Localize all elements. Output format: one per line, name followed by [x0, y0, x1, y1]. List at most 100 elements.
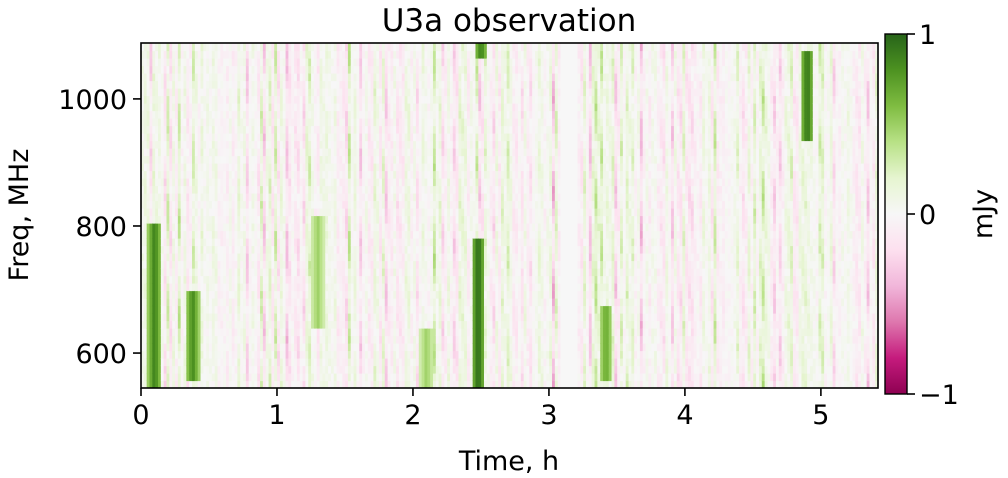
heatmap-cell	[376, 328, 380, 337]
heatmap-cell	[192, 65, 196, 74]
heatmap-cell	[220, 95, 224, 104]
heatmap-cell	[197, 140, 202, 149]
heatmap-cell	[245, 103, 250, 112]
heatmap-cell	[220, 275, 224, 284]
heatmap-cell	[189, 253, 193, 262]
heatmap-cell	[367, 343, 372, 352]
heatmap-cell	[279, 50, 284, 59]
heatmap-cell	[203, 260, 207, 269]
heatmap-cell	[265, 185, 270, 194]
heatmap-cell	[359, 73, 363, 82]
heatmap-cell	[282, 343, 287, 352]
heatmap-cell	[228, 343, 233, 352]
heatmap-cell	[325, 223, 329, 232]
heatmap-cell	[279, 365, 284, 374]
heatmap-cell	[379, 335, 383, 344]
heatmap-cell	[257, 373, 261, 382]
heatmap-cell	[353, 260, 358, 269]
heatmap-cell	[305, 365, 309, 374]
heatmap-cell	[379, 260, 383, 269]
heatmap-cell	[180, 298, 185, 307]
heatmap-cell	[322, 88, 326, 97]
heatmap-cell	[296, 358, 301, 367]
heatmap-cell	[305, 50, 309, 59]
heatmap-cell	[177, 328, 182, 337]
heatmap-cell	[330, 140, 335, 149]
heatmap-cell	[163, 110, 168, 119]
heatmap-cell	[288, 260, 292, 269]
heatmap-cell	[333, 238, 338, 247]
heatmap-cell	[339, 275, 343, 284]
heatmap-cell	[302, 253, 306, 262]
heatmap-cell	[257, 185, 261, 194]
heatmap-cell	[282, 80, 287, 89]
heatmap-cell	[226, 298, 230, 307]
heatmap-cell	[223, 103, 227, 112]
heatmap-cell	[362, 88, 366, 97]
heatmap-cell	[393, 133, 397, 142]
heatmap-cell	[248, 200, 253, 209]
heatmap-cell	[379, 373, 383, 382]
heatmap-cell	[146, 373, 151, 382]
heatmap-cell	[328, 335, 332, 344]
heatmap-cell	[296, 230, 301, 239]
heatmap-cell	[160, 298, 165, 307]
heatmap-cell	[214, 298, 219, 307]
heatmap-cell	[345, 268, 349, 277]
heatmap-cell	[277, 118, 281, 127]
heatmap-cell	[325, 95, 329, 104]
heatmap-cell	[367, 313, 372, 322]
heatmap-cell	[353, 73, 358, 82]
heatmap-cell	[209, 155, 213, 164]
heatmap-cell	[387, 65, 392, 74]
heatmap-cell	[209, 118, 213, 127]
heatmap-cell	[342, 275, 346, 284]
heatmap-cell	[339, 155, 343, 164]
heatmap-cell	[220, 260, 224, 269]
heatmap-cell	[347, 343, 352, 352]
heatmap-cell	[285, 335, 289, 344]
heatmap-cell	[316, 50, 321, 59]
heatmap-cell	[143, 140, 148, 149]
heatmap-cell	[330, 200, 335, 209]
heatmap-cell	[166, 50, 170, 59]
heatmap-cell	[262, 148, 267, 157]
heatmap-cell	[367, 320, 372, 329]
heatmap-cell	[274, 275, 278, 284]
heatmap-cell	[274, 320, 278, 329]
heatmap-cell	[396, 358, 400, 367]
heatmap-cell	[384, 335, 389, 344]
heatmap-cell	[396, 103, 400, 112]
heatmap-cell	[282, 208, 287, 217]
heatmap-cell	[359, 238, 363, 247]
heatmap-cell	[359, 358, 363, 367]
heatmap-cell	[141, 185, 145, 194]
heatmap-cell	[163, 215, 168, 224]
heatmap-cell	[155, 320, 159, 329]
heatmap-cell	[160, 58, 165, 67]
heatmap-cell	[257, 170, 261, 179]
heatmap-cell	[223, 230, 227, 239]
heatmap-cell	[277, 178, 281, 187]
heatmap-cell	[302, 58, 306, 67]
heatmap-cell	[262, 343, 267, 352]
heatmap-cell	[398, 140, 403, 149]
heatmap-cell	[356, 80, 360, 89]
heatmap-cell	[362, 110, 366, 119]
heatmap-cell	[143, 73, 148, 82]
heatmap-cell	[313, 320, 318, 329]
heatmap-cell	[356, 223, 360, 232]
heatmap-cell	[387, 193, 392, 202]
heatmap-cell	[169, 350, 173, 359]
heatmap-cell	[223, 245, 227, 254]
heatmap-cell	[237, 95, 241, 104]
heatmap-cell	[328, 245, 332, 254]
heatmap-cell	[342, 80, 346, 89]
heatmap-cell	[146, 268, 151, 277]
heatmap-cell	[396, 80, 400, 89]
heatmap-cell	[384, 238, 389, 247]
heatmap-cell	[194, 313, 199, 322]
heatmap-cell	[245, 260, 250, 269]
heatmap-cell	[271, 110, 275, 119]
heatmap-cell	[237, 275, 241, 284]
